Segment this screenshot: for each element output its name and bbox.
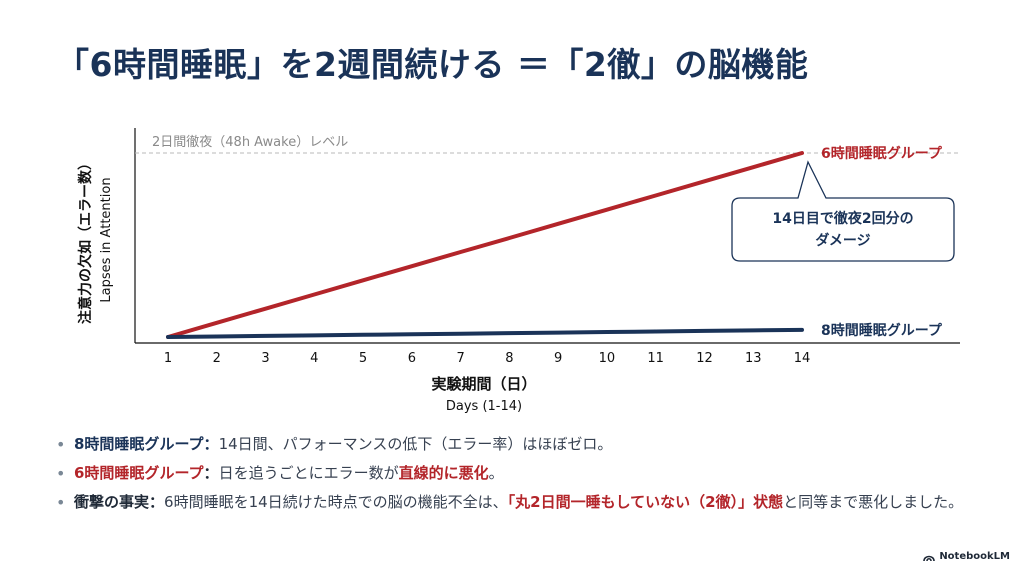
bullet-item: • 衝撃の事実：6時間睡眠を14日続けた時点での脳の機能不全は、「丸2日間一睡も…: [56, 491, 976, 516]
bullet-item: • 8時間睡眠グループ：14日間、パフォーマンスの低下（エラー率）はほぼゼロ。: [56, 433, 976, 458]
x-tick-label: 13: [745, 351, 762, 366]
bullet-body: 14日間、パフォーマンスの低下（エラー率）はほぼゼロ。: [218, 435, 613, 453]
callout-text: 14日目で徹夜2回分の: [772, 210, 913, 227]
x-tick-label: 10: [599, 351, 616, 366]
bullet-text: 衝撃の事実：6時間睡眠を14日続けた時点での脳の機能不全は、「丸2日間一睡もして…: [74, 491, 963, 516]
series-label: 8時間睡眠グループ: [821, 322, 943, 339]
x-tick-label: 5: [359, 351, 367, 366]
bullet-dot: •: [56, 435, 66, 454]
series-label: 6時間睡眠グループ: [821, 145, 943, 162]
x-tick-label: 1: [164, 351, 172, 366]
bullet-text: 8時間睡眠グループ：14日間、パフォーマンスの低下（エラー率）はほぼゼロ。: [74, 433, 612, 458]
series-lines: 6時間睡眠グループ 8時間睡眠グループ: [166, 145, 943, 339]
callout-text: ダメージ: [815, 232, 870, 249]
logo-text: NotebookLM: [939, 551, 1010, 562]
bullet-body-end: と同等まで悪化しました。: [783, 492, 964, 511]
bullet-dot: •: [56, 492, 66, 512]
x-tick-label: 11: [647, 351, 664, 366]
y-axis-title: 注意力の欠如（エラー数）: [77, 156, 94, 324]
x-tick-label: 9: [554, 351, 562, 366]
notebooklm-logo: NotebookLM: [923, 551, 1010, 562]
bullet-sep: ：: [203, 463, 219, 482]
bullet-list: • 8時間睡眠グループ：14日間、パフォーマンスの低下（エラー率）はほぼゼロ。 …: [56, 433, 976, 519]
x-tick-label: 14: [794, 351, 811, 366]
bullet-sep: ：: [203, 435, 219, 453]
x-tick-label: 12: [696, 351, 713, 366]
bullet-label: 8時間睡眠グループ: [74, 435, 204, 453]
series-line: [166, 327, 804, 339]
logo-icon: [923, 555, 936, 561]
page-title: 「6時間睡眠」を2週間続ける ＝「2徹」の脳機能: [56, 45, 809, 84]
x-tick-labels: 1 2 3 4 5 6 7 8 9 10 11 12 13 14: [164, 351, 810, 366]
bullet-dot: •: [56, 463, 66, 483]
bullet-emphasis: 直線的に悪化: [398, 463, 489, 482]
x-tick-label: 8: [505, 351, 513, 366]
bullet-sep: ：: [149, 492, 165, 511]
bullet-emphasis: 「丸2日間一睡もしていない（2徹）」状態: [507, 492, 784, 511]
series-line: [166, 151, 804, 339]
bullet-body-end: 。: [488, 463, 504, 482]
axis-labels: 実験期間（日） Days (1-14) 注意力の欠如（エラー数） Lapses in …: [77, 156, 537, 414]
bullet-label: 6時間睡眠グループ: [74, 463, 204, 482]
callout-bubble: [731, 160, 955, 262]
reference-label: 2日間徹夜（48h Awake）レベル: [152, 135, 348, 150]
x-tick-label: 7: [456, 351, 464, 366]
x-tick-label: 2: [213, 351, 221, 366]
x-tick-label: 6: [408, 351, 416, 366]
x-axis-title: 実験期間（日）: [431, 375, 536, 393]
bullet-body: 日を追うごとにエラー数が: [218, 463, 399, 482]
line-chart: 2日間徹夜（48h Awake）レベル 6時間睡眠グループ 8時間睡眠グループ 1…: [77, 128, 960, 414]
bullet-label: 衝撃の事実: [74, 492, 150, 511]
y-axis-subtitle: Lapses in Attention: [99, 177, 114, 302]
x-tick-label: 3: [261, 351, 269, 366]
bullet-text: 6時間睡眠グループ：日を追うごとにエラー数が直線的に悪化。: [74, 462, 504, 487]
x-axis-subtitle: Days (1-14): [446, 399, 522, 414]
chart-axes: [134, 128, 960, 344]
reference-line: 2日間徹夜（48h Awake）レベル: [135, 135, 960, 154]
x-tick-label: 4: [310, 351, 318, 366]
bullet-item: • 6時間睡眠グループ：日を追うごとにエラー数が直線的に悪化。: [56, 462, 976, 487]
bullet-body: 6時間睡眠を14日続けた時点での脳の機能不全は、: [164, 492, 508, 511]
